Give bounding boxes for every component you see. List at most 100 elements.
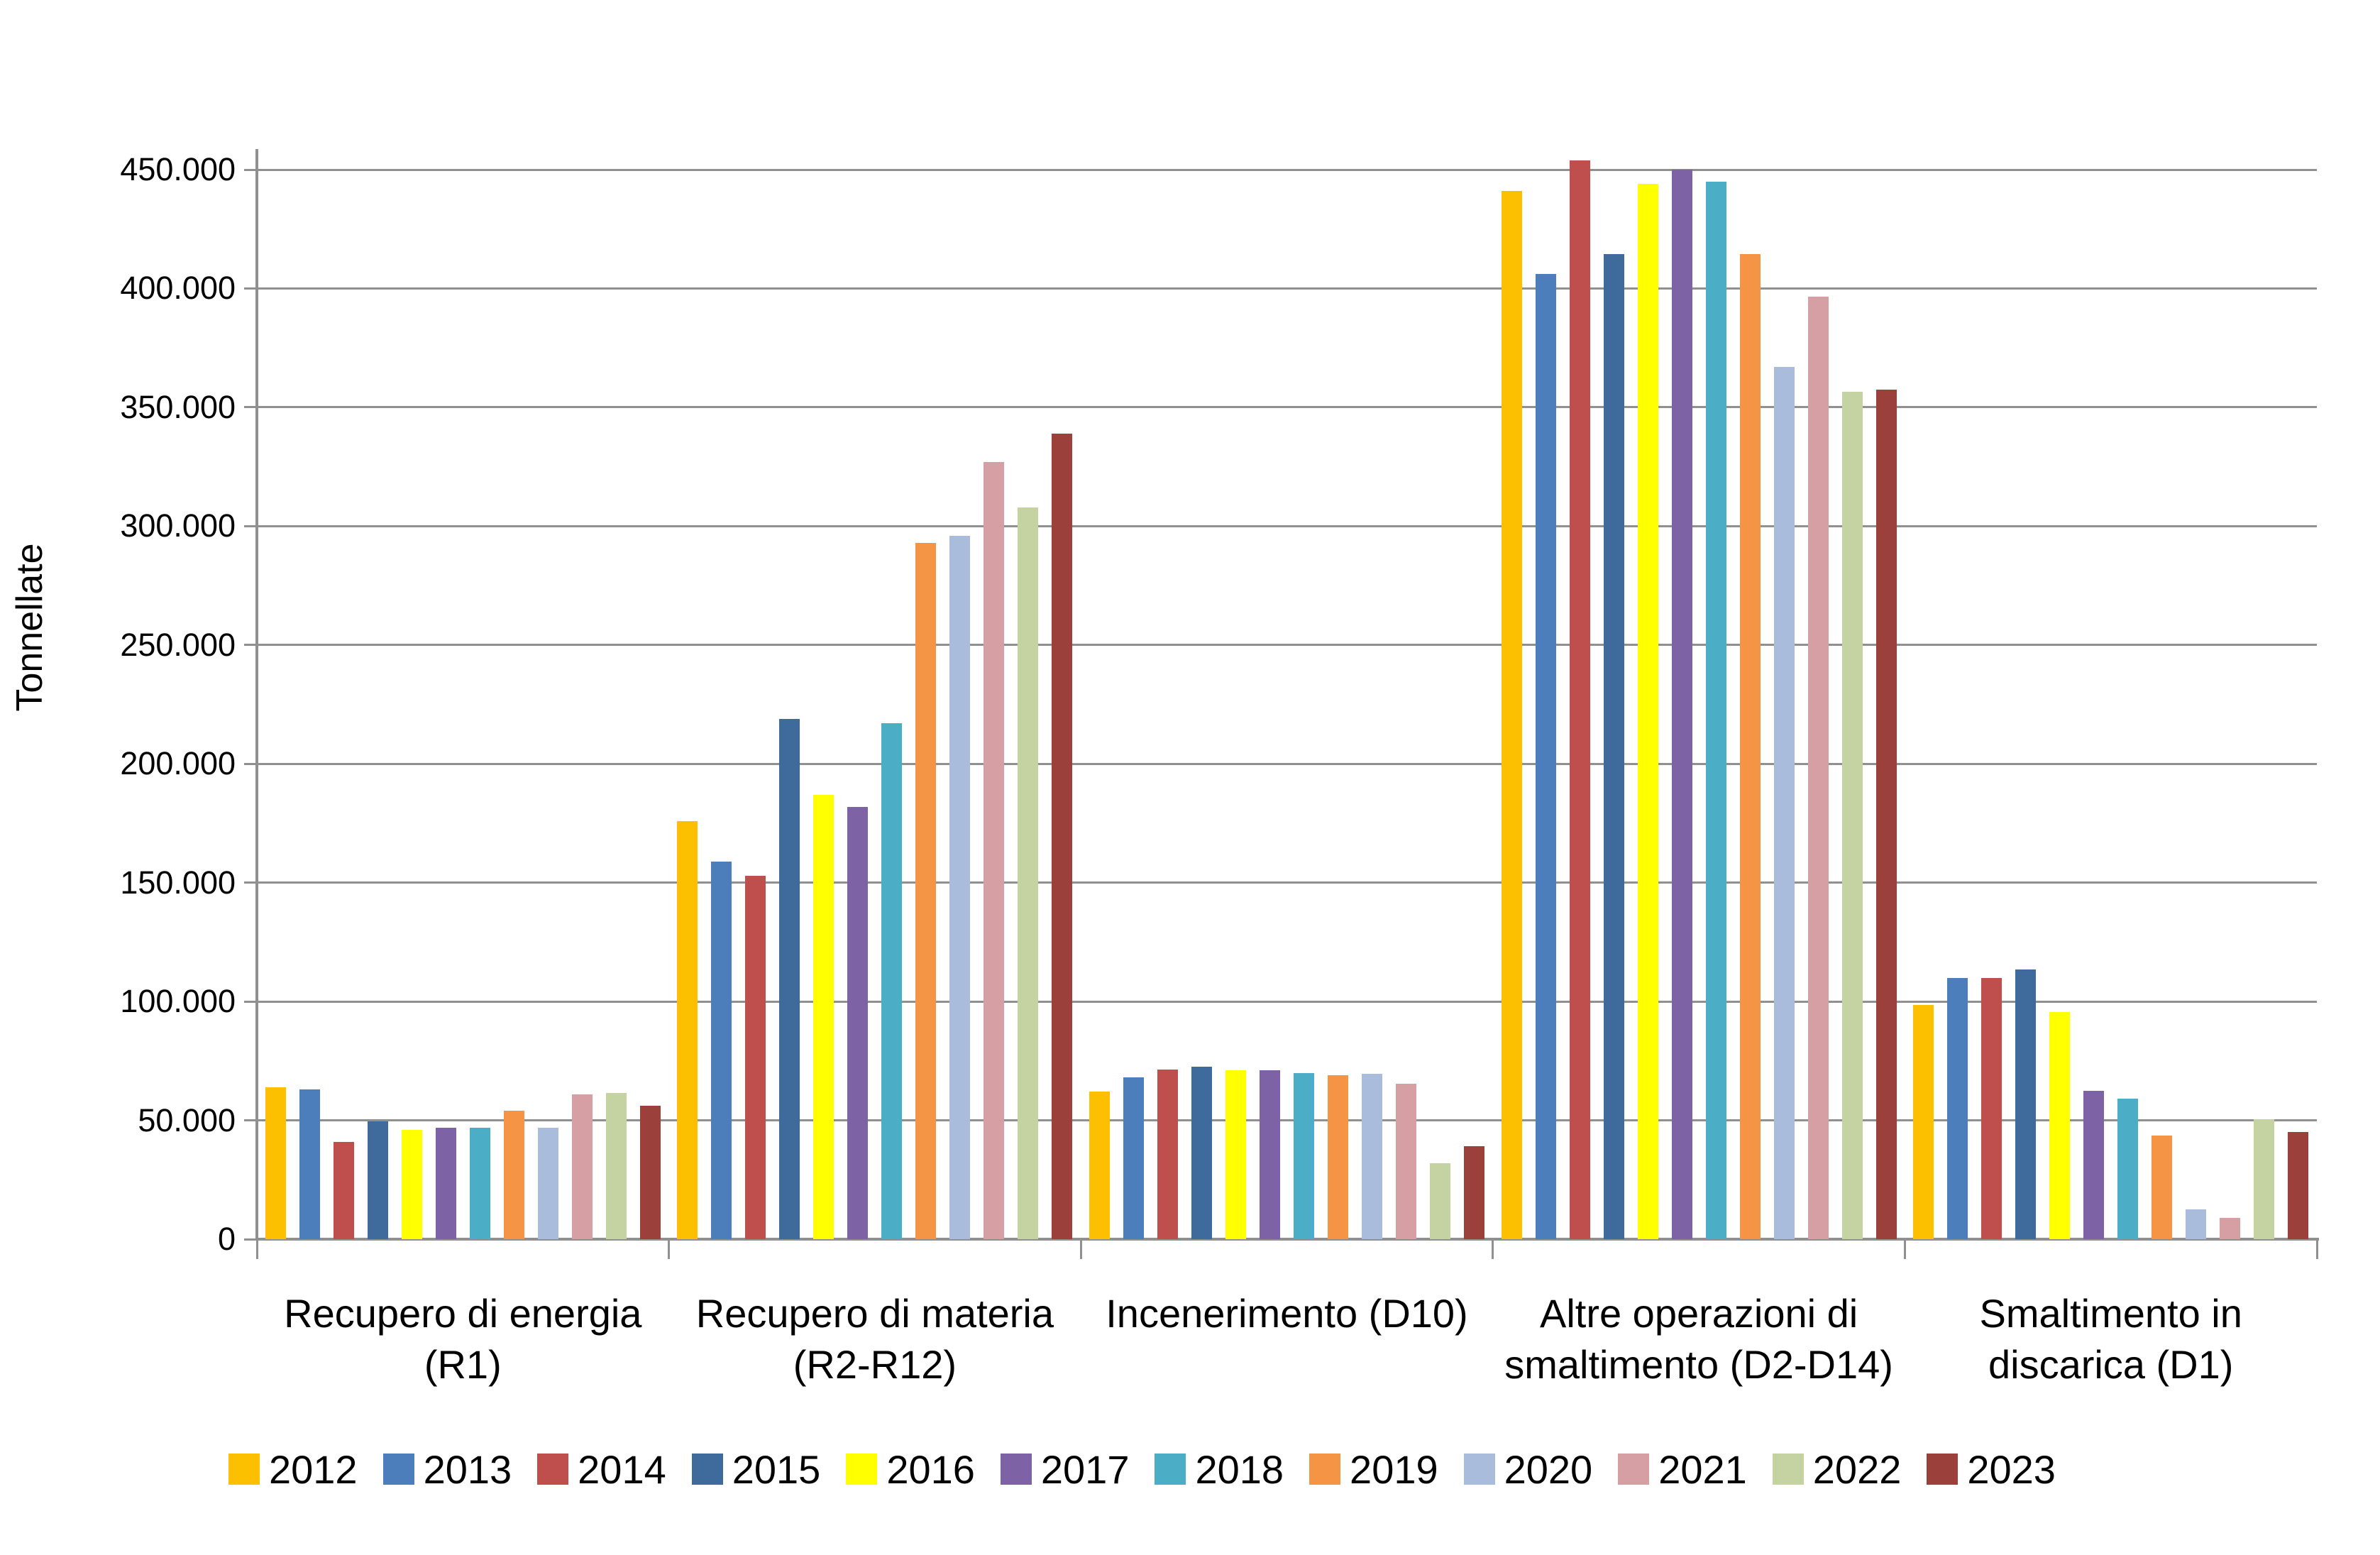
bar	[1773, 367, 1795, 1239]
bar	[2186, 1209, 2207, 1239]
legend-swatch	[1463, 1454, 1495, 1485]
bar-group	[1493, 149, 1905, 1239]
bar	[503, 1111, 524, 1239]
legend: 2012 2013 2014 2015 2016 2017 2018 2019 2020 2021…	[228, 1439, 2056, 1499]
y-axis-tick	[244, 1000, 257, 1003]
bar	[677, 820, 698, 1239]
category-label-line: Recupero di materia	[695, 1291, 1054, 1336]
category-label-line: smaltimento (D2-D14)	[1504, 1342, 1893, 1387]
legend-entry: 2015	[691, 1446, 821, 1493]
bar	[847, 806, 869, 1239]
bar	[949, 535, 971, 1239]
bar	[1913, 1005, 1934, 1239]
bar	[779, 718, 800, 1239]
y-tick-label: 450.000	[120, 151, 236, 188]
legend-swatch	[382, 1454, 414, 1485]
bar	[401, 1129, 422, 1239]
legend-swatch	[1927, 1454, 1958, 1485]
bar	[1191, 1067, 1212, 1239]
legend-year-label: 2019	[1350, 1446, 1438, 1492]
bar	[1361, 1074, 1382, 1239]
legend-year-label: 2012	[269, 1446, 358, 1492]
y-tick-label: 250.000	[120, 626, 236, 663]
y-axis-tick	[244, 881, 257, 884]
legend-entry: 2019	[1309, 1446, 1438, 1493]
bar	[2117, 1099, 2139, 1239]
category-label-line: (R2-R12)	[793, 1342, 957, 1387]
legend-entry: 2023	[1927, 1446, 2056, 1493]
legend-entry: 2013	[382, 1446, 512, 1493]
legend-swatch	[691, 1454, 723, 1485]
legend-swatch	[1000, 1454, 1032, 1485]
bar	[1535, 274, 1556, 1239]
legend-year-label: 2023	[1967, 1446, 2056, 1492]
y-tick-label: 0	[217, 1221, 236, 1257]
bar	[2083, 1090, 2105, 1239]
y-axis-title: Tonnellate	[9, 543, 50, 712]
y-tick-label: 100.000	[120, 983, 236, 1020]
bar	[1123, 1077, 1144, 1239]
gridline	[257, 762, 2317, 765]
gridline	[257, 287, 2317, 290]
bar	[367, 1121, 388, 1239]
bar	[1259, 1070, 1280, 1239]
bar	[1671, 170, 1692, 1239]
bar	[1018, 507, 1039, 1239]
bar	[2220, 1217, 2241, 1239]
category-label-line: Incenerimento (D10)	[1106, 1291, 1468, 1336]
x-axis-tick	[1492, 1239, 1494, 1259]
legend-swatch	[846, 1454, 878, 1485]
bar	[2015, 969, 2037, 1239]
category-label: Incenerimento (D10)	[1081, 1288, 1493, 1339]
gridline	[257, 1119, 2317, 1122]
bar-group	[257, 149, 669, 1239]
bar	[915, 542, 937, 1239]
gridline	[257, 881, 2317, 884]
bar	[1739, 253, 1761, 1239]
y-axis-tick	[244, 406, 257, 409]
category-label: Smaltimento in discarica (D1)	[1905, 1288, 2317, 1390]
legend-year-label: 2021	[1658, 1446, 1747, 1492]
legend-entry: 2016	[846, 1446, 975, 1493]
legend-entry: 2021	[1618, 1446, 1747, 1493]
y-axis-tick	[244, 1238, 257, 1241]
bar	[1395, 1083, 1416, 1239]
y-tick-label: 350.000	[120, 388, 236, 425]
y-tick-label: 50.000	[138, 1101, 236, 1138]
legend-year-label: 2014	[578, 1446, 666, 1492]
legend-year-label: 2013	[423, 1446, 512, 1492]
bar	[813, 794, 834, 1239]
bar	[639, 1106, 661, 1239]
legend-entry: 2018	[1155, 1446, 1284, 1493]
legend-swatch	[1772, 1454, 1804, 1485]
legend-swatch	[1618, 1454, 1650, 1485]
y-axis-tick	[244, 644, 257, 647]
y-axis-tick	[244, 524, 257, 527]
y-tick-label: 150.000	[120, 864, 236, 901]
legend-year-label: 2015	[732, 1446, 821, 1492]
bar	[1463, 1146, 1484, 1239]
category-label: Recupero di energia (R1)	[257, 1288, 669, 1390]
bar	[1225, 1070, 1246, 1239]
bar	[1429, 1163, 1450, 1239]
y-tick-label: 200.000	[120, 745, 236, 782]
legend-entry: 2022	[1772, 1446, 1901, 1493]
bar	[1807, 297, 1829, 1239]
category-label-line: (R1)	[424, 1342, 502, 1387]
bar-group	[1905, 149, 2317, 1239]
gridline	[257, 644, 2317, 647]
bar	[711, 861, 732, 1239]
y-axis-tick	[244, 168, 257, 171]
category-label-line: Recupero di energia	[284, 1291, 642, 1336]
legend-swatch	[1155, 1454, 1186, 1485]
legend-swatch	[537, 1454, 569, 1485]
bar	[2152, 1136, 2173, 1239]
y-tick-label: 300.000	[120, 507, 236, 544]
bar	[2049, 1012, 2071, 1239]
gridline	[257, 524, 2317, 527]
bar-group	[669, 149, 1081, 1239]
bar	[469, 1127, 490, 1239]
bar	[1637, 184, 1658, 1239]
y-axis-tick	[244, 287, 257, 290]
